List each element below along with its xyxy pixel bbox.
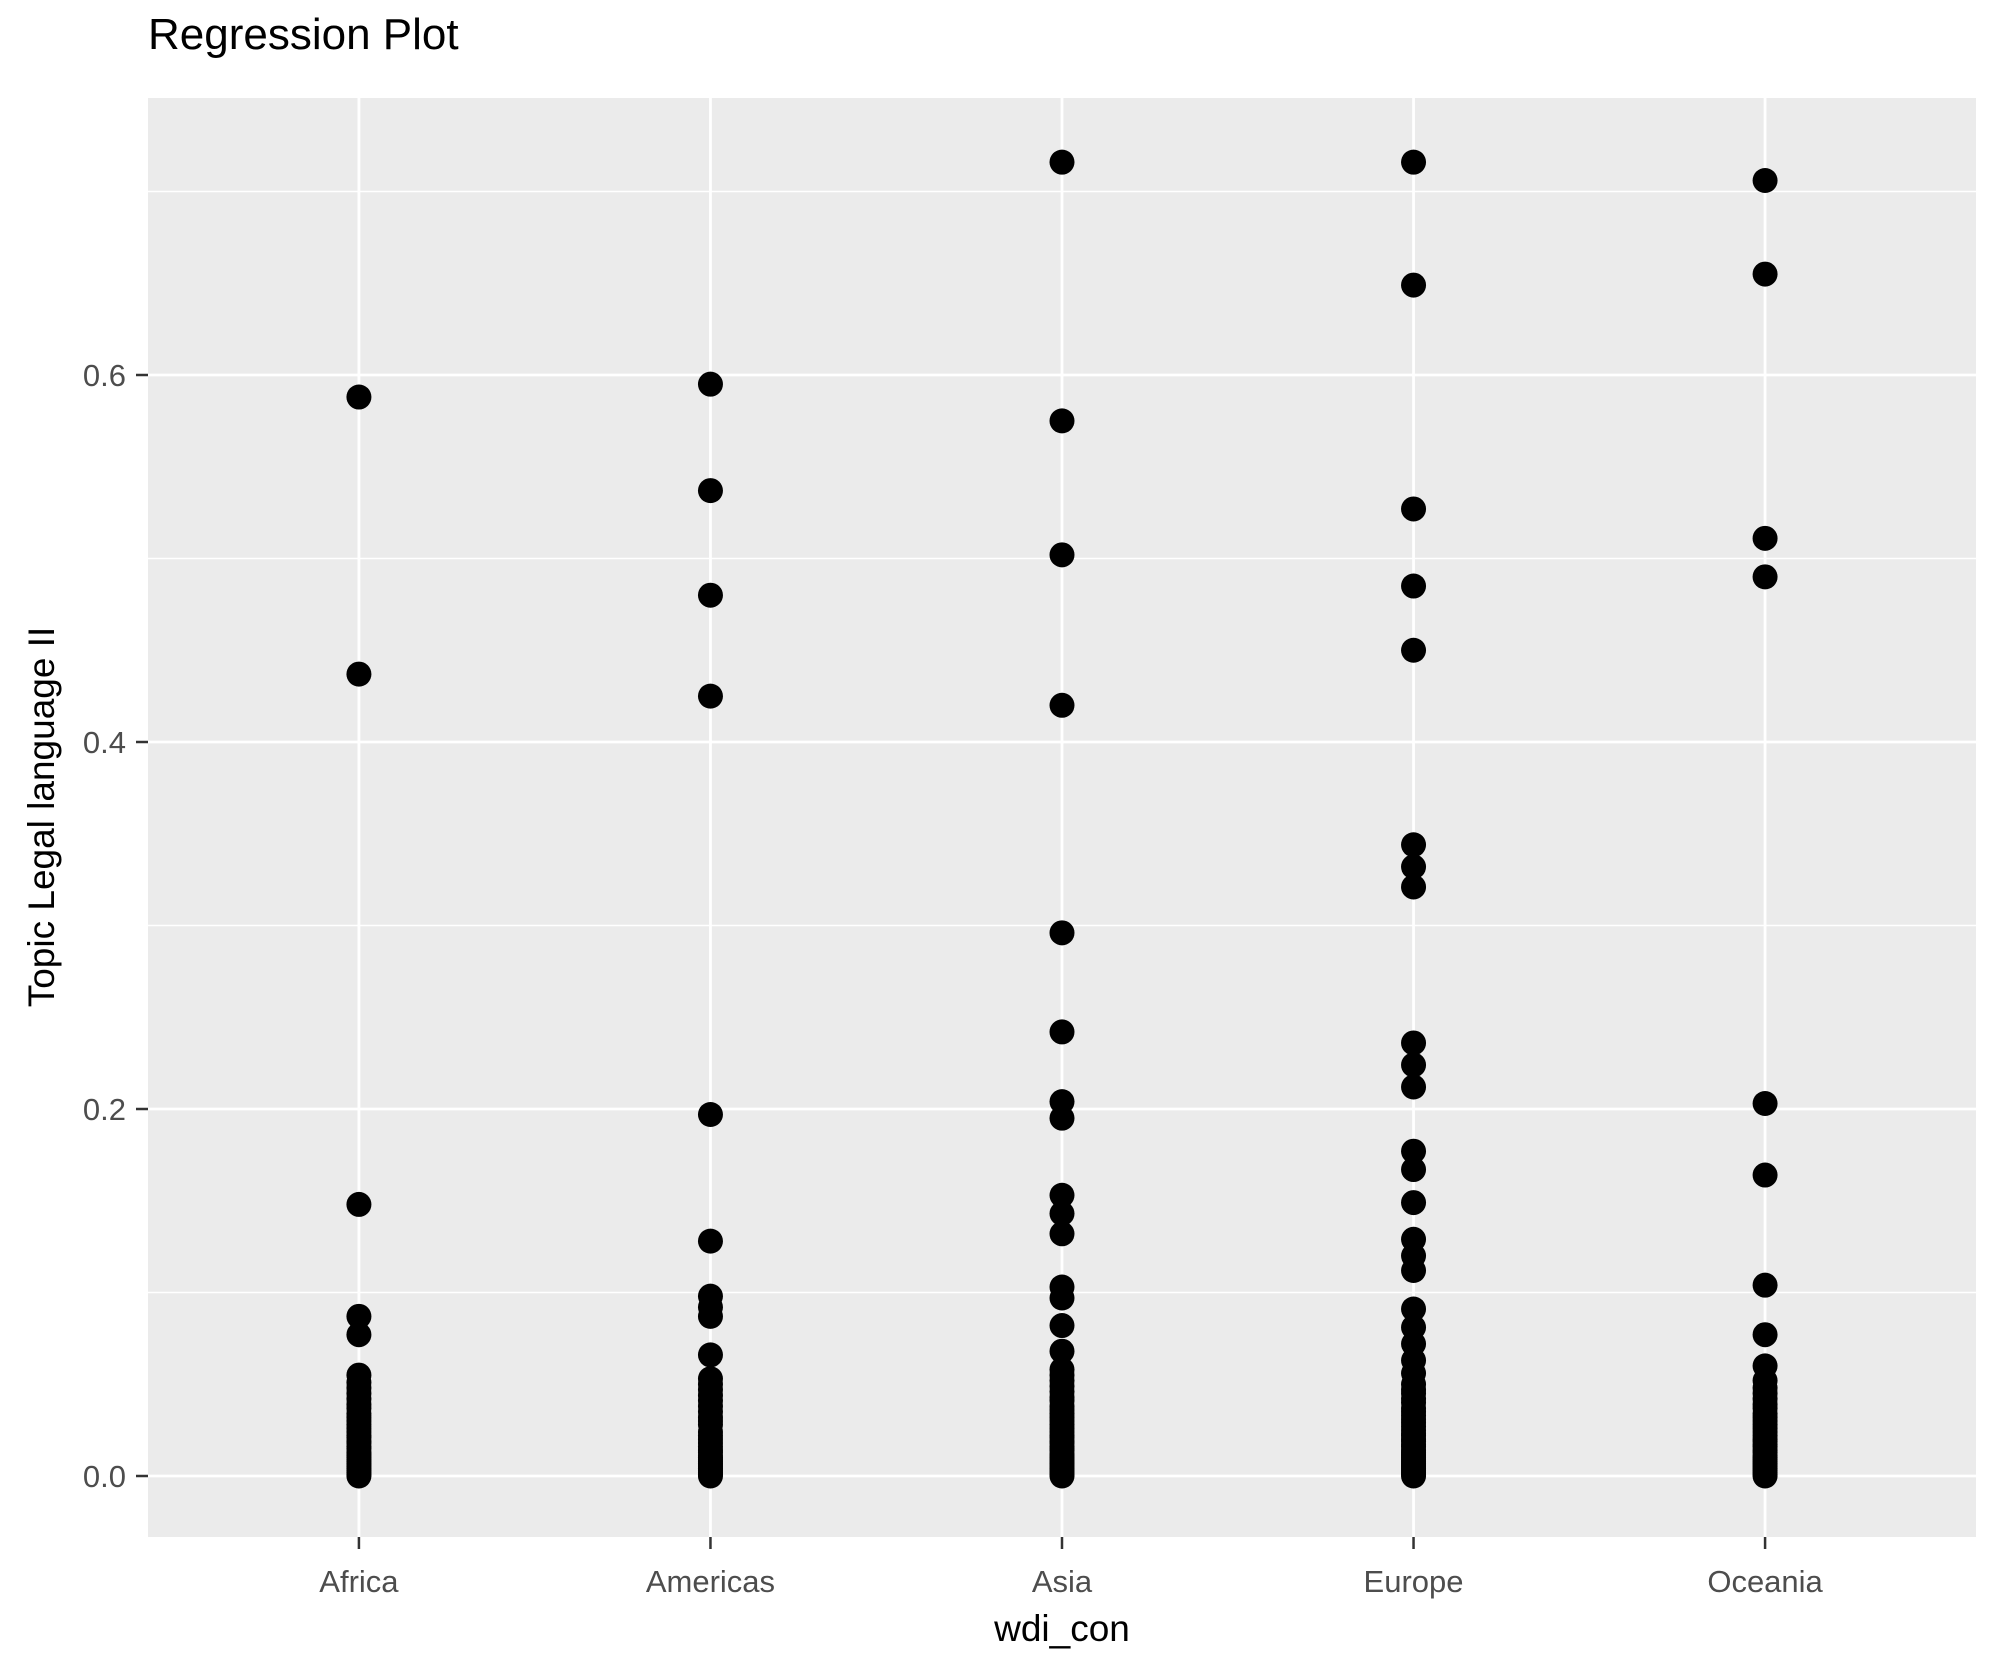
y-tick-label: 0.2 bbox=[83, 1092, 126, 1127]
data-point bbox=[1049, 149, 1075, 175]
data-point bbox=[697, 1463, 723, 1489]
data-point bbox=[1752, 564, 1778, 590]
data-point bbox=[1049, 1201, 1075, 1227]
series-americas bbox=[697, 371, 723, 1489]
data-point bbox=[346, 661, 372, 687]
data-point bbox=[1752, 1322, 1778, 1348]
y-axis-ticks: 0.0 0.2 0.4 0.6 bbox=[83, 358, 148, 1494]
x-tick-label: Asia bbox=[1032, 1564, 1093, 1599]
data-point bbox=[1049, 1463, 1075, 1489]
data-point bbox=[1752, 1272, 1778, 1298]
x-axis-ticks: Africa Americas Asia Europe Oceania bbox=[319, 1537, 1824, 1599]
data-point bbox=[697, 478, 723, 504]
x-tick-label: Oceania bbox=[1707, 1564, 1823, 1599]
data-point bbox=[1401, 149, 1427, 175]
data-point bbox=[1049, 1221, 1075, 1247]
data-point bbox=[697, 683, 723, 709]
data-points bbox=[346, 149, 1778, 1489]
x-axis-title: wdi_con bbox=[994, 1608, 1130, 1649]
series-europe bbox=[1401, 149, 1427, 1489]
data-point bbox=[697, 1303, 723, 1329]
data-point bbox=[697, 1102, 723, 1128]
data-point bbox=[1752, 1162, 1778, 1188]
chart-title: Regression Plot bbox=[148, 10, 459, 59]
data-point bbox=[1049, 1313, 1075, 1339]
data-point bbox=[346, 1322, 372, 1348]
data-point bbox=[1401, 1052, 1427, 1078]
y-axis-title: Topic Legal language II bbox=[21, 626, 62, 1008]
x-tick-label: Europe bbox=[1364, 1564, 1464, 1599]
data-point bbox=[1752, 167, 1778, 193]
y-tick-label: 0.4 bbox=[83, 725, 126, 760]
series-oceania bbox=[1752, 167, 1778, 1489]
data-point bbox=[1401, 1257, 1427, 1283]
data-point bbox=[1049, 1285, 1075, 1311]
data-point bbox=[1401, 1138, 1427, 1164]
data-point bbox=[697, 1342, 723, 1368]
data-point bbox=[1401, 1030, 1427, 1056]
data-point bbox=[1752, 525, 1778, 551]
data-point bbox=[697, 1228, 723, 1254]
data-point bbox=[1401, 1463, 1427, 1489]
data-point bbox=[1401, 832, 1427, 858]
x-tick-label: Americas bbox=[646, 1564, 775, 1599]
y-tick-label: 0.6 bbox=[83, 358, 126, 393]
data-point bbox=[1049, 920, 1075, 946]
data-point bbox=[1401, 496, 1427, 522]
series-africa bbox=[346, 384, 372, 1489]
series-asia bbox=[1049, 149, 1075, 1489]
data-point bbox=[1401, 637, 1427, 663]
data-point bbox=[1401, 573, 1427, 599]
data-point bbox=[697, 371, 723, 397]
data-point bbox=[346, 1303, 372, 1329]
data-point bbox=[1049, 692, 1075, 718]
x-tick-label: Africa bbox=[319, 1564, 399, 1599]
data-point bbox=[346, 1191, 372, 1217]
data-point bbox=[1752, 1463, 1778, 1489]
data-point bbox=[1401, 272, 1427, 298]
data-point bbox=[1401, 854, 1427, 880]
data-point bbox=[1752, 1090, 1778, 1116]
data-point bbox=[1049, 1182, 1075, 1208]
data-point bbox=[1752, 261, 1778, 287]
data-point bbox=[1401, 1296, 1427, 1322]
data-point bbox=[1049, 1019, 1075, 1045]
data-point bbox=[1401, 874, 1427, 900]
data-point bbox=[1401, 1190, 1427, 1216]
data-point bbox=[1049, 1105, 1075, 1131]
data-point bbox=[346, 1463, 372, 1489]
data-point bbox=[697, 582, 723, 608]
data-point bbox=[1401, 1157, 1427, 1183]
y-tick-label: 0.0 bbox=[83, 1459, 126, 1494]
data-point bbox=[346, 384, 372, 410]
data-point bbox=[1049, 542, 1075, 568]
data-point bbox=[1401, 1074, 1427, 1100]
data-point bbox=[1049, 408, 1075, 434]
data-point bbox=[1049, 1338, 1075, 1364]
